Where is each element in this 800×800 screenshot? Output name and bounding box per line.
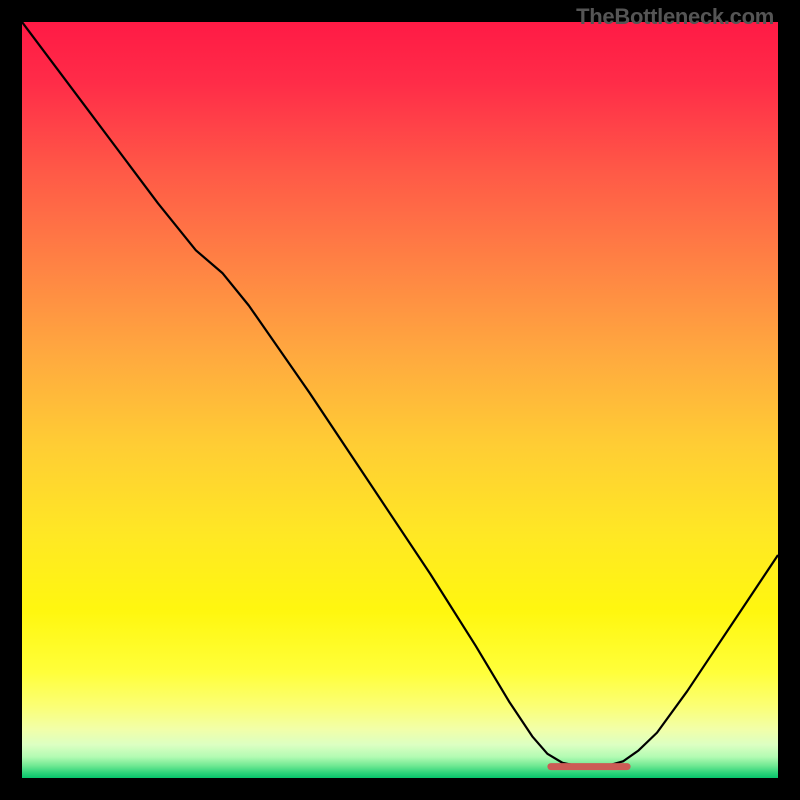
bottleneck-curve [22, 22, 778, 767]
chart-svg [22, 22, 778, 778]
optimal-range-marker [547, 763, 630, 770]
plot-area [22, 22, 778, 778]
watermark-text: TheBottleneck.com [576, 4, 774, 30]
